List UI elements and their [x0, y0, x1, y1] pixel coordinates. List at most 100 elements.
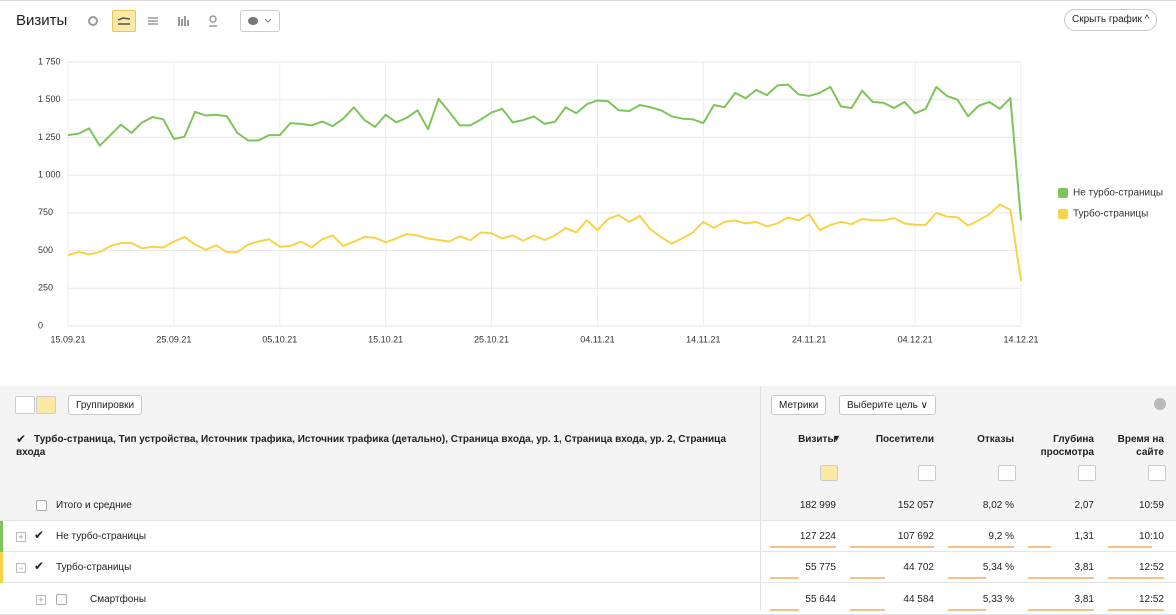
chart: 0 250 500 750 1 000 1 250 1 500 1 750 15.09.21 25…: [38, 56, 1163, 344]
cell-bar: [1028, 609, 1094, 611]
cell-bar: [1108, 609, 1164, 611]
list-view[interactable]: [15, 396, 35, 414]
metrics-divider: [760, 386, 1176, 610]
column-header: Глубина просмотра: [1040, 434, 1094, 458]
legend-label: Турбо-страницы: [1073, 208, 1148, 220]
y-tick-label: 1 250: [38, 132, 61, 142]
legend-label: Не турбо-страницы: [1073, 187, 1163, 199]
annotation-dropdown[interactable]: [240, 10, 280, 32]
cell-bar: [1108, 546, 1153, 548]
x-tick-label: 24.11.21: [792, 334, 826, 344]
table-cell: 8,02 %: [982, 500, 1014, 511]
cell-bar: [948, 609, 987, 611]
row-label: Турбо-страницы: [56, 562, 132, 573]
column-header: Время на сайте: [1117, 434, 1164, 458]
y-tick-label: 250: [38, 283, 53, 293]
hide-chart-button[interactable]: Скрыть график ^: [1064, 9, 1158, 31]
area-icon[interactable]: [146, 14, 162, 28]
cell-bar: [770, 546, 836, 548]
cell-bar: [1028, 546, 1051, 548]
goal-label: Выберите цель: [847, 400, 918, 411]
x-tick-label: 14.12.21: [1003, 334, 1038, 344]
metrics-button[interactable]: Метрики: [771, 395, 827, 415]
table-cell: 44 584: [903, 594, 934, 605]
top-border: [0, 0, 1176, 1]
legend-swatch: [1058, 209, 1068, 219]
table-cell: 182 999: [799, 500, 836, 511]
table-cell: 44 702: [903, 562, 934, 573]
table-cell: 12:52: [1138, 562, 1164, 573]
table-cell: 10:59: [1138, 500, 1164, 511]
table-cell: 5,33 %: [982, 594, 1014, 605]
cell-bar: [1028, 577, 1094, 579]
row-label: Не турбо-страницы: [56, 531, 147, 542]
table-cell: 152 057: [897, 500, 934, 511]
series-line: [67, 203, 1022, 281]
cell-bar: [850, 577, 885, 579]
table-cell: 3,81: [1074, 594, 1094, 605]
x-tick-label: 15.10.21: [368, 334, 403, 344]
pie-icon[interactable]: [86, 14, 102, 28]
hide-chart-label: Скрыть график: [1072, 14, 1142, 25]
dimension-header: Турбо-страница, Тип устройства, Источник…: [16, 434, 727, 458]
row-label: Смартфоны: [90, 594, 147, 605]
x-tick-label: 05.10.21: [262, 334, 297, 344]
y-tick-label: 1 500: [38, 94, 61, 104]
x-tick-label: 25.10.21: [474, 334, 509, 344]
line-icon[interactable]: [112, 10, 136, 32]
cell-bar: [770, 577, 799, 579]
table-cell: 55 644: [805, 594, 836, 605]
row-label: Итого и средние: [56, 500, 132, 511]
tree-view[interactable]: [36, 396, 56, 414]
row-checkbox[interactable]: [56, 594, 67, 605]
expand-toggle[interactable]: +: [36, 595, 46, 605]
row-check[interactable]: ✔: [34, 528, 45, 542]
bar-icon[interactable]: [176, 14, 192, 28]
column-header: Визиты: [798, 434, 836, 445]
table-cell: 1,31: [1074, 531, 1094, 542]
x-tick-label: 15.09.21: [50, 334, 85, 344]
table-header-bg: [0, 386, 1176, 490]
cell-bar: [850, 546, 934, 548]
row-checkbox[interactable]: [36, 500, 47, 511]
column-header: Отказы: [977, 434, 1014, 445]
table-cell: 12:52: [1138, 594, 1164, 605]
y-tick-label: 750: [38, 207, 53, 217]
x-tick-label: 04.11.21: [580, 334, 614, 344]
y-tick-label: 0: [38, 320, 43, 330]
column-header: Посетители: [875, 434, 934, 445]
cell-bar: [850, 609, 885, 611]
groupings-button[interactable]: Группировки: [68, 395, 143, 415]
x-tick-label: 04.12.21: [898, 334, 933, 344]
table-cell: 107 692: [897, 531, 934, 542]
x-tick-label: 25.09.21: [156, 334, 191, 344]
map-icon[interactable]: [206, 14, 222, 28]
goal-dropdown[interactable]: Выберите цель ∨: [839, 395, 936, 415]
y-tick-label: 1 750: [38, 56, 61, 66]
column-tools[interactable]: [1148, 465, 1166, 481]
table-cell: 9,2 %: [988, 531, 1014, 542]
expand-toggle[interactable]: +: [16, 532, 26, 542]
table-cell: 5,34 %: [982, 562, 1014, 573]
x-tick-label: 14.11.21: [686, 334, 720, 344]
row-stripe: [0, 552, 3, 583]
column-tools[interactable]: [820, 465, 838, 481]
cell-bar: [1108, 577, 1164, 579]
cell-bar: [948, 577, 987, 579]
cell-bar: [770, 609, 799, 611]
settings-icon[interactable]: [1154, 398, 1166, 410]
column-tools[interactable]: [1078, 465, 1096, 481]
expand-toggle[interactable]: −: [16, 563, 26, 573]
table-cell: 2,07: [1074, 500, 1094, 511]
table-cell: 55 775: [805, 562, 836, 573]
y-tick-label: 500: [38, 245, 53, 255]
sort-arrow[interactable]: ▼: [832, 433, 841, 443]
column-tools[interactable]: [998, 465, 1016, 481]
row-check[interactable]: ✔: [34, 559, 45, 573]
column-tools[interactable]: [918, 465, 936, 481]
table-cell: 127 224: [799, 531, 836, 542]
header-check[interactable]: ✔: [16, 432, 27, 446]
legend-swatch: [1058, 188, 1068, 198]
